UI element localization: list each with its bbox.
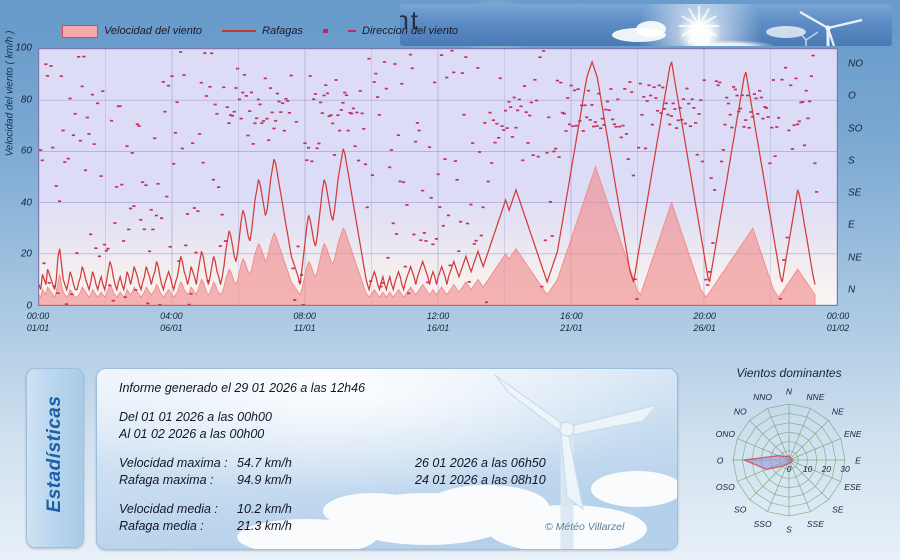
y-tick: 0 — [26, 300, 32, 312]
y-tick: 60 — [20, 145, 32, 157]
direction-tick: NO — [848, 58, 863, 70]
chart-plot-area[interactable] — [38, 48, 838, 306]
y-tick: 80 — [20, 94, 32, 106]
area-swatch-icon — [62, 24, 98, 38]
y-tick: 20 — [20, 248, 32, 260]
statistics-tab-label: Estadísticas — [44, 395, 65, 513]
report-generated-label: Informe generado el 29 01 2026 a las 12h… — [119, 381, 366, 395]
svg-text:E: E — [855, 456, 861, 466]
svg-text:10: 10 — [803, 464, 813, 474]
report-generated-row: Informe generado el 29 01 2026 a las 12h… — [119, 381, 365, 398]
cloud-icon-2 — [636, 21, 666, 37]
direction-tick: S — [848, 155, 855, 167]
svg-text:SE: SE — [832, 504, 844, 514]
direction-tick: SO — [848, 123, 863, 135]
wind-rose-title: Vientos dominantes — [736, 366, 842, 380]
wind-rose-chart[interactable]: N NNE NE ENE E ESE SE SSE S SSO SO OSO O ONO NO NNO 0 10 2… — [686, 380, 892, 546]
x-tick: 04:00 06/01 — [160, 311, 183, 333]
direction-tick: N — [848, 284, 856, 296]
stat-timestamp: 26 01 2026 a las 06h50 — [415, 456, 546, 470]
x-tick: 16:00 21/01 — [560, 311, 583, 333]
statistics-tab[interactable]: Estadísticas — [26, 368, 84, 548]
statistics-panel: Informe generado el 29 01 2026 a las 12h… — [96, 368, 678, 550]
wind-chart-card: Vent Velocidad del viento Rafagas Direcc… — [0, 0, 898, 344]
x-tick: 00:00 01/02 — [826, 311, 850, 333]
stat-label: Rafaga maxima : — [119, 473, 214, 487]
svg-text:ONO: ONO — [716, 429, 736, 439]
svg-text:0: 0 — [787, 464, 792, 474]
y-axis-tick-labels: 0 20 40 60 80 100 — [0, 43, 36, 312]
svg-text:NO: NO — [734, 407, 747, 417]
direction-tick: NE — [848, 252, 862, 264]
svg-text:NE: NE — [832, 407, 844, 417]
legend-item-direction: Direccion del viento — [323, 25, 458, 37]
x-tick: 20:00 26/01 — [693, 311, 716, 333]
wind-rose-panel: Vientos dominantes N NNE NE ENE E ESE SE SSE S SS… — [686, 366, 892, 550]
svg-text:NNO: NNO — [753, 392, 772, 402]
page-title: Vent — [400, 5, 421, 35]
sky-background-decor — [97, 369, 677, 549]
legend-item-speed: Velocidad del viento — [62, 24, 203, 38]
stat-row-mean-speed: Velocidad media : 10.2 km/h — [119, 502, 365, 519]
legend-label-direction: Direccion del viento — [362, 25, 459, 37]
svg-text:SSE: SSE — [807, 519, 824, 529]
stat-row-max-gust: Rafaga maxima : 94.9 km/h 24 01 2026 a las… — [119, 473, 546, 490]
svg-text:SSO: SSO — [754, 519, 772, 529]
stat-value: 21.3 km/h — [237, 519, 292, 533]
svg-text:30: 30 — [840, 464, 850, 474]
copyright-label: © Météo Villarzel — [545, 521, 625, 533]
legend-label-speed: Velocidad del viento — [104, 25, 203, 37]
sky-turbine-illustration — [97, 369, 677, 549]
legend-item-gusts: Rafagas — [222, 25, 303, 37]
stat-label: Velocidad maxima : — [119, 456, 228, 470]
svg-text:N: N — [786, 387, 793, 397]
x-tick: 12:00 16/01 — [426, 311, 450, 333]
statistics-text: Informe generado el 29 01 2026 a las 12h… — [119, 381, 546, 536]
stat-row-max-speed: Velocidad maxima : 54.7 km/h 26 01 2026 a … — [119, 456, 546, 473]
svg-text:ESE: ESE — [844, 482, 861, 492]
page-banner: Vent — [400, 4, 892, 46]
svg-text:ENE: ENE — [844, 429, 862, 439]
stat-label: Rafaga media : — [119, 519, 204, 533]
x-tick: 00:00 01/01 — [26, 311, 50, 333]
x-axis-tick-labels: 00:00 01/01 04:00 06/01 08:00 11/01 12:00 16/01… — [27, 310, 850, 344]
direction-tick: SE — [848, 187, 862, 199]
svg-text:SO: SO — [734, 504, 747, 514]
stat-label: Velocidad media : — [119, 502, 218, 516]
y-tick: 40 — [20, 197, 32, 209]
chart-canvas — [38, 48, 838, 306]
period-from-label: Del 01 01 2026 a las 00h00 — [119, 410, 272, 424]
y-tick: 100 — [15, 42, 32, 54]
svg-text:O: O — [717, 456, 724, 466]
chart-legend: Velocidad del viento Rafagas Direccion d… — [62, 22, 478, 40]
svg-text:S: S — [786, 525, 792, 535]
stat-row-mean-gust: Rafaga media : 21.3 km/h — [119, 519, 365, 536]
period-to-row: Al 01 02 2026 a las 00h00 — [119, 427, 365, 444]
x-tick: 08:00 11/01 — [293, 311, 316, 333]
stat-timestamp: 24 01 2026 a las 08h10 — [415, 473, 546, 487]
svg-text:20: 20 — [821, 464, 832, 474]
direction-tick: E — [848, 219, 855, 231]
direction-tick: O — [848, 90, 856, 102]
legend-label-gusts: Rafagas — [262, 25, 304, 37]
period-to-label: Al 01 02 2026 a las 00h00 — [119, 427, 265, 441]
wind-turbine-icon — [795, 11, 863, 46]
svg-text:OSO: OSO — [716, 482, 735, 492]
dash-swatch-icon — [348, 30, 357, 32]
line-swatch-icon — [222, 30, 257, 32]
dot-swatch-icon — [323, 29, 329, 33]
svg-text:NNE: NNE — [806, 392, 824, 402]
chart-svg — [39, 49, 837, 305]
direction-axis-tick-labels: N NE E SE S SO O NO — [842, 48, 898, 306]
stat-value: 94.9 km/h — [237, 473, 292, 487]
stat-value: 10.2 km/h — [237, 502, 292, 516]
period-from-row: Del 01 01 2026 a las 00h00 — [119, 410, 365, 427]
stat-value: 54.7 km/h — [237, 456, 292, 470]
